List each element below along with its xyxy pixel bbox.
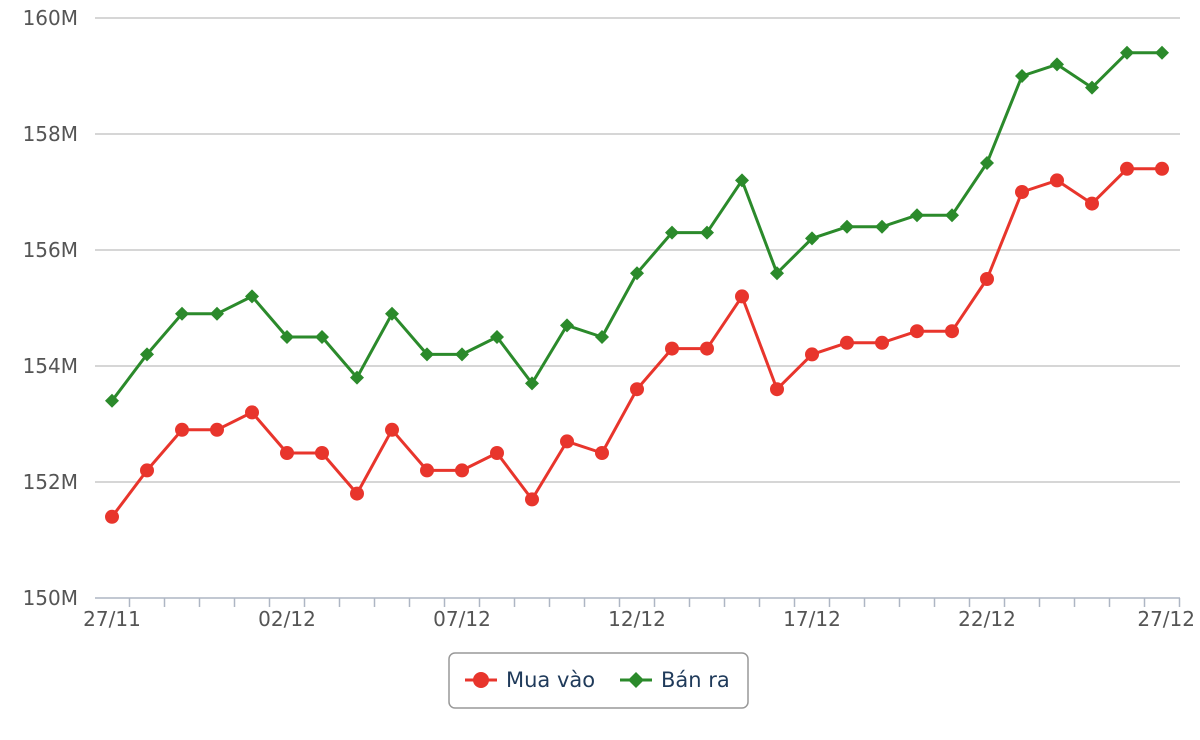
data-point[interactable] <box>735 173 749 188</box>
data-point[interactable] <box>1155 161 1169 176</box>
data-point[interactable] <box>455 347 469 362</box>
y-tick-label: 154M <box>23 354 78 378</box>
x-tick-label: 02/12 <box>258 607 316 631</box>
data-point[interactable] <box>805 347 819 362</box>
data-point[interactable] <box>385 422 399 437</box>
data-point[interactable] <box>560 318 574 333</box>
x-tick-label: 22/12 <box>958 607 1016 631</box>
data-point[interactable] <box>105 393 119 408</box>
data-point[interactable] <box>840 335 854 350</box>
data-point[interactable] <box>420 347 434 362</box>
data-point[interactable] <box>315 330 329 344</box>
data-point[interactable] <box>245 289 259 304</box>
data-point[interactable] <box>770 266 784 281</box>
data-point[interactable] <box>455 463 469 478</box>
data-point[interactable] <box>910 208 924 223</box>
data-point[interactable] <box>350 486 364 501</box>
data-point[interactable] <box>280 446 294 460</box>
data-point[interactable] <box>1015 185 1029 199</box>
data-point[interactable] <box>700 225 714 240</box>
x-tick-label: 27/12 <box>1137 607 1195 631</box>
data-point[interactable] <box>805 231 819 246</box>
legend-label: Bán ra <box>661 668 730 692</box>
legend-item-mua-vao[interactable]: Mua vào <box>465 668 595 692</box>
series-line <box>110 51 1162 402</box>
data-point[interactable] <box>770 382 784 397</box>
y-tick-label: 150M <box>23 586 78 610</box>
data-point[interactable] <box>980 156 994 170</box>
data-point[interactable] <box>1085 196 1099 211</box>
data-point[interactable] <box>1120 45 1134 60</box>
data-point[interactable] <box>105 509 119 524</box>
data-point[interactable] <box>525 376 539 391</box>
data-point[interactable] <box>980 272 994 286</box>
series-ban-ra <box>105 45 1169 408</box>
data-point[interactable] <box>245 405 259 420</box>
data-point[interactable] <box>945 324 959 339</box>
data-point[interactable] <box>1050 57 1064 72</box>
data-point[interactable] <box>385 306 399 321</box>
data-point[interactable] <box>175 306 189 321</box>
data-point[interactable] <box>350 370 364 385</box>
data-point[interactable] <box>630 266 644 281</box>
data-point[interactable] <box>525 492 539 507</box>
data-point[interactable] <box>490 446 504 460</box>
y-tick-label: 160M <box>23 6 78 30</box>
y-tick-label: 152M <box>23 470 78 494</box>
data-point[interactable] <box>315 446 329 460</box>
data-point[interactable] <box>910 324 924 339</box>
series-line <box>110 167 1162 518</box>
legend[interactable]: Mua vào Bán ra <box>448 652 749 709</box>
x-tick-label: 17/12 <box>783 607 841 631</box>
data-point[interactable] <box>490 330 504 344</box>
x-tick-label: 12/12 <box>608 607 666 631</box>
y-axis-labels: 150M 152M 154M 156M 158M 160M <box>23 6 78 610</box>
data-point[interactable] <box>140 347 154 362</box>
x-axis: 27/11 02/12 07/12 12/12 17/12 22/12 27/12 <box>83 597 1195 631</box>
series-mua-vao <box>105 161 1169 524</box>
data-point[interactable] <box>1120 161 1134 176</box>
data-point[interactable] <box>1050 173 1064 188</box>
legend-item-ban-ra[interactable]: Bán ra <box>620 668 730 692</box>
legend-box <box>448 652 749 709</box>
legend-marker <box>628 672 644 688</box>
data-point[interactable] <box>560 434 574 449</box>
x-tick-label: 07/12 <box>433 607 491 631</box>
data-point[interactable] <box>420 463 434 478</box>
y-tick-label: 158M <box>23 122 78 146</box>
data-point[interactable] <box>945 208 959 223</box>
data-point[interactable] <box>700 341 714 356</box>
data-point[interactable] <box>210 422 224 437</box>
data-point[interactable] <box>175 422 189 437</box>
data-point[interactable] <box>875 335 889 350</box>
data-point[interactable] <box>840 219 854 234</box>
data-point[interactable] <box>210 306 224 321</box>
data-point[interactable] <box>665 225 679 240</box>
y-tick-label: 156M <box>23 238 78 262</box>
data-point[interactable] <box>630 382 644 397</box>
data-point[interactable] <box>1155 45 1169 60</box>
data-point[interactable] <box>735 289 749 304</box>
data-point[interactable] <box>595 446 609 460</box>
data-point[interactable] <box>595 330 609 344</box>
legend-label: Mua vào <box>506 668 595 692</box>
series-layer <box>105 45 1169 524</box>
data-point[interactable] <box>140 463 154 478</box>
x-tick-label: 27/11 <box>83 607 141 631</box>
data-point[interactable] <box>280 330 294 344</box>
data-point[interactable] <box>875 219 889 234</box>
data-point[interactable] <box>1085 80 1099 95</box>
data-point[interactable] <box>1015 69 1029 83</box>
data-point[interactable] <box>665 341 679 356</box>
legend-marker <box>473 672 489 688</box>
